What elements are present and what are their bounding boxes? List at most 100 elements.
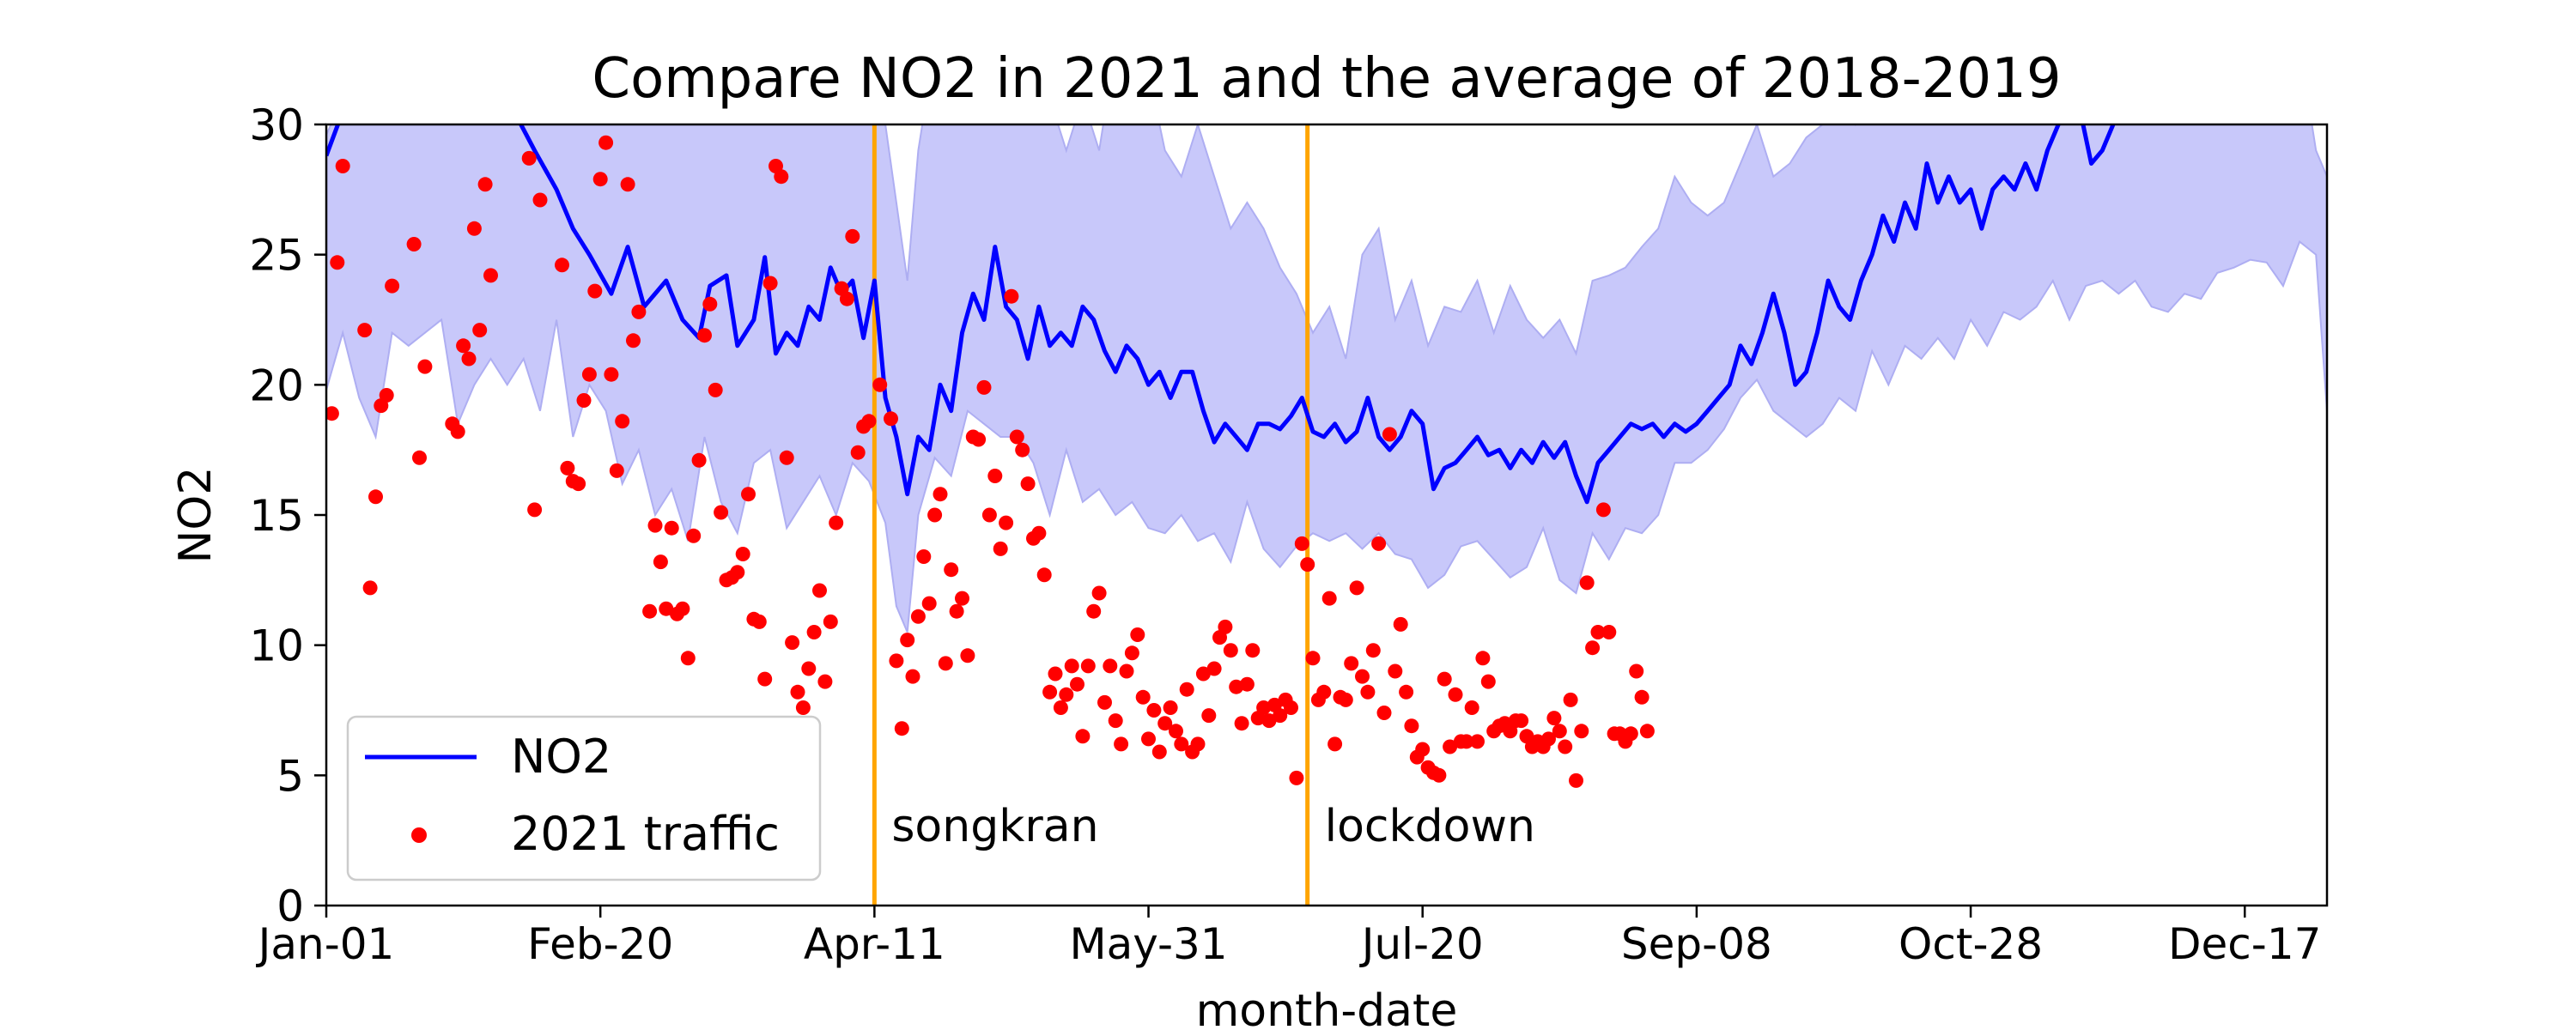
traffic-point — [664, 520, 679, 536]
traffic-point — [987, 469, 1003, 483]
traffic-point — [1015, 442, 1030, 457]
traffic-point — [466, 221, 482, 236]
traffic-point — [385, 278, 400, 294]
traffic-point — [631, 304, 647, 319]
traffic-point — [1376, 706, 1392, 720]
traffic-point — [751, 614, 767, 629]
traffic-point — [1415, 742, 1431, 757]
traffic-point — [1206, 661, 1222, 676]
traffic-point — [1234, 716, 1249, 731]
traffic-point — [1009, 429, 1024, 445]
traffic-point — [889, 653, 904, 669]
traffic-point — [1273, 708, 1288, 724]
y-tick-label: 5 — [276, 751, 304, 801]
traffic-point — [1229, 679, 1244, 694]
traffic-point — [647, 518, 663, 533]
event-lines — [872, 124, 1310, 906]
y-tick-label: 15 — [249, 491, 304, 541]
traffic-point — [774, 169, 789, 185]
traffic-point — [555, 258, 569, 273]
traffic-point — [1053, 700, 1068, 715]
x-tick-label: Sep-08 — [1621, 919, 1772, 969]
traffic-point — [1135, 689, 1151, 705]
traffic-point — [1174, 736, 1189, 752]
x-tick-label: Apr-11 — [804, 919, 945, 969]
traffic-point — [483, 268, 498, 283]
traffic-point — [993, 541, 1008, 556]
traffic-point — [955, 591, 969, 606]
traffic-point — [1349, 580, 1364, 596]
average-range-band — [326, 124, 2327, 633]
traffic-point — [921, 596, 937, 611]
traffic-point — [1075, 729, 1091, 744]
traffic-point — [1020, 476, 1036, 492]
traffic-point — [1190, 736, 1206, 752]
traffic-point — [1437, 671, 1452, 687]
traffic-point — [1338, 692, 1353, 707]
y-tick-label: 30 — [249, 100, 304, 150]
y-tick-label: 20 — [249, 360, 304, 410]
traffic-point — [1558, 739, 1573, 754]
traffic-point — [581, 367, 597, 382]
traffic-point — [1393, 616, 1408, 632]
y-axis-label: NO2 — [170, 467, 222, 564]
traffic-point — [362, 580, 378, 596]
y-tick-label: 25 — [249, 231, 304, 281]
traffic-point — [949, 603, 964, 619]
traffic-point — [779, 450, 794, 465]
x-axis: Jan-01 Feb-20 Apr-11 May-31 Jul-20 Sep-08 Oct-… — [256, 906, 2321, 969]
traffic-point — [976, 379, 992, 395]
x-tick-label: May-31 — [1069, 919, 1227, 969]
traffic-point — [1201, 708, 1217, 724]
traffic-point — [806, 625, 822, 639]
chart-title: Compare NO2 in 2021 and the average of 2… — [592, 47, 2061, 111]
traffic-point — [1595, 502, 1611, 518]
traffic-point — [653, 554, 668, 570]
traffic-point — [894, 721, 909, 736]
legend: NO2 2021 traffic — [346, 715, 822, 882]
traffic-point — [702, 296, 718, 312]
traffic-point — [330, 255, 345, 270]
traffic-point — [1064, 658, 1079, 674]
traffic-point — [1360, 684, 1376, 700]
traffic-point — [527, 502, 543, 518]
traffic-point — [1327, 736, 1343, 752]
traffic-point — [845, 228, 860, 244]
traffic-point — [1130, 627, 1145, 642]
traffic-point — [1459, 734, 1474, 749]
x-tick-label: Jul-20 — [1359, 919, 1484, 969]
traffic-point — [1552, 724, 1567, 739]
traffic-point — [576, 393, 592, 408]
legend-label-no2: NO2 — [511, 730, 611, 784]
traffic-point — [659, 601, 674, 616]
traffic-point — [521, 150, 537, 166]
y-tick-label: 0 — [276, 882, 304, 931]
x-tick-label: Dec-17 — [2168, 919, 2321, 969]
traffic-point — [1569, 772, 1583, 788]
traffic-point — [795, 700, 811, 715]
traffic-point — [785, 635, 800, 651]
traffic-point — [560, 460, 575, 476]
traffic-point — [1316, 684, 1332, 700]
traffic-point — [1464, 700, 1479, 715]
traffic-point — [1119, 663, 1134, 679]
traffic-point — [1261, 713, 1277, 729]
traffic-point — [642, 603, 658, 619]
traffic-point — [1634, 689, 1649, 705]
traffic-point — [1042, 684, 1058, 700]
y-tick-label: 10 — [249, 621, 304, 671]
traffic-point — [708, 382, 723, 397]
traffic-point — [714, 505, 729, 520]
traffic-point — [1294, 536, 1309, 551]
traffic-point — [1239, 676, 1255, 692]
traffic-point — [839, 291, 854, 306]
traffic-point — [971, 432, 987, 447]
traffic-point — [609, 463, 624, 478]
traffic-point — [938, 656, 953, 671]
traffic-point — [532, 192, 548, 208]
traffic-point — [1365, 643, 1381, 658]
traffic-point — [1448, 687, 1463, 702]
traffic-point — [1086, 603, 1102, 619]
traffic-point — [900, 633, 915, 648]
